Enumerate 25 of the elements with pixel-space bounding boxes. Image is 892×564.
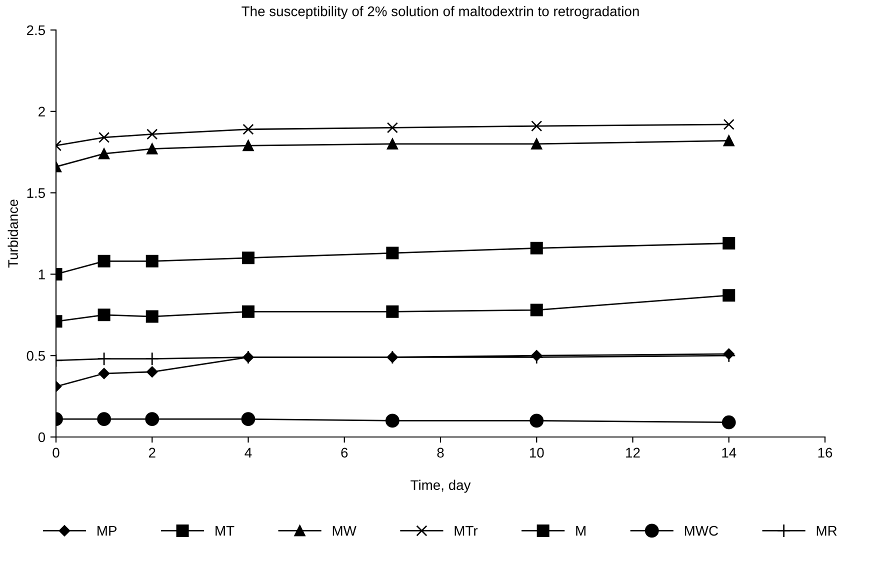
legend-label: MP <box>98 526 117 536</box>
x-tick-label: 14 <box>722 448 736 458</box>
legend-label: MTr <box>454 526 478 536</box>
x-tick-label: 0 <box>52 448 60 458</box>
legend-label: MT <box>216 526 234 536</box>
y-axis-title: Turbidance <box>8 200 18 268</box>
x-tick-label: 10 <box>530 448 544 458</box>
y-tick-label: 0 <box>38 432 46 442</box>
y-tick-label: 1.5 <box>27 188 46 198</box>
chart-title: The susceptibility of 2% solution of maltodextrin to retrogradation <box>242 6 639 19</box>
x-tick-label: 8 <box>437 448 444 458</box>
y-tick-label: 0.5 <box>26 350 46 361</box>
x-tick-label: 2 <box>148 448 156 458</box>
legend-label: MW <box>332 526 356 536</box>
legend-label: M <box>576 526 586 536</box>
x-tick-label: 12 <box>626 448 640 458</box>
x-axis-title: Time, day <box>410 480 471 493</box>
x-tick-label: 4 <box>244 448 252 458</box>
y-tick-label: 1 <box>38 270 45 280</box>
y-tick-label: 2 <box>38 106 45 116</box>
legend-label: MWC <box>684 526 718 536</box>
legend-label: MR <box>816 526 837 536</box>
x-tick-label: 6 <box>341 448 348 458</box>
y-tick-label: 2.5 <box>26 25 46 36</box>
x-tick-label: 16 <box>818 448 832 458</box>
